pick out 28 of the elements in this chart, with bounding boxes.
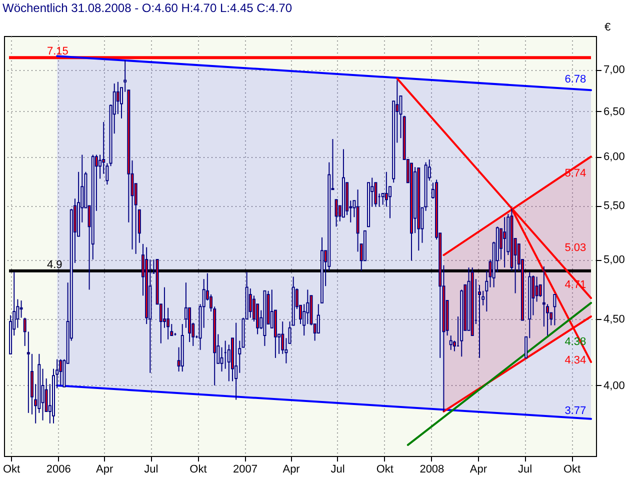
x-tick-label: Apr — [282, 464, 300, 476]
x-tick-label: Apr — [96, 464, 114, 476]
x-tick-label: Apr — [470, 464, 488, 476]
x-tick-label: Okt — [376, 464, 394, 476]
y-axis-title: € — [604, 22, 611, 34]
x-tick-label: Jul — [144, 464, 158, 476]
x-tick-label: Okt — [2, 464, 20, 476]
y-tick-label: 5,00 — [604, 254, 625, 266]
x-tick-label: 2008 — [420, 464, 444, 476]
x-tick-label: Jul — [518, 464, 532, 476]
x-tick-label: 2007 — [233, 464, 258, 476]
annotation: 5.03 — [564, 242, 586, 254]
x-tick-label: Okt — [564, 464, 581, 476]
x-tick-label: Okt — [190, 464, 207, 476]
annotation: 6.78 — [564, 74, 586, 86]
x-tick-label: Jul — [330, 464, 345, 476]
ref-line-label: 7.15 — [47, 46, 68, 58]
x-tick-label: 2006 — [46, 464, 71, 476]
y-tick-label: 6,00 — [604, 151, 625, 164]
ref-line-label: 4.9 — [47, 258, 62, 271]
y-tick-label: 7,00 — [604, 64, 625, 76]
y-tick-label: 4,50 — [604, 313, 625, 326]
y-tick-label: 6,50 — [604, 106, 625, 118]
chart-title: Wöchentlich 31.08.2008 - O:4.60 H:4.70 L:4.45 C:4.70 — [2, 1, 292, 15]
annotation: 4.34 — [564, 354, 586, 366]
y-tick-label: 5,50 — [604, 200, 625, 212]
y-tick-label: 4,00 — [604, 380, 625, 392]
annotation: 3.77 — [564, 404, 586, 417]
